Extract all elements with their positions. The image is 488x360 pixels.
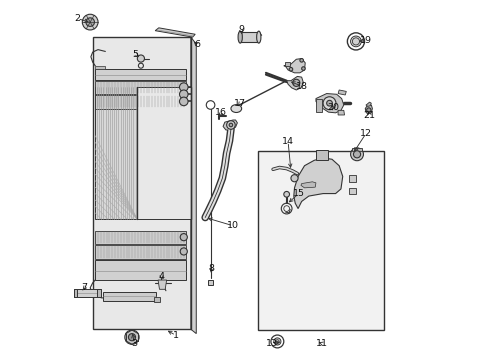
Polygon shape xyxy=(155,28,195,37)
Bar xyxy=(240,32,258,42)
Polygon shape xyxy=(337,111,344,115)
Text: 4: 4 xyxy=(158,272,164,281)
Circle shape xyxy=(179,97,188,106)
Bar xyxy=(137,87,190,219)
Text: 14: 14 xyxy=(282,137,293,146)
Circle shape xyxy=(179,83,188,91)
Circle shape xyxy=(366,108,370,112)
Bar xyxy=(97,289,101,297)
Text: 1: 1 xyxy=(173,331,179,340)
Circle shape xyxy=(86,18,94,26)
Circle shape xyxy=(353,151,360,158)
Circle shape xyxy=(350,148,363,161)
Ellipse shape xyxy=(256,31,261,43)
Bar xyxy=(95,81,186,94)
Bar xyxy=(208,201,212,208)
Polygon shape xyxy=(300,182,315,188)
Text: 20: 20 xyxy=(326,103,338,112)
Bar xyxy=(351,148,362,151)
Circle shape xyxy=(124,330,139,344)
Polygon shape xyxy=(315,94,343,113)
Text: 11: 11 xyxy=(316,339,328,348)
Text: 15: 15 xyxy=(292,189,304,198)
Circle shape xyxy=(137,55,144,62)
Polygon shape xyxy=(95,66,105,69)
Circle shape xyxy=(179,90,188,99)
Circle shape xyxy=(350,36,361,47)
Bar xyxy=(95,260,186,280)
Circle shape xyxy=(275,340,279,343)
Text: 17: 17 xyxy=(234,99,246,108)
Text: 7: 7 xyxy=(81,283,87,292)
Circle shape xyxy=(283,192,289,197)
Bar xyxy=(95,87,137,219)
Polygon shape xyxy=(283,59,305,73)
Bar xyxy=(95,231,186,244)
Bar xyxy=(74,289,77,297)
Circle shape xyxy=(288,67,292,71)
Bar xyxy=(348,175,355,182)
Polygon shape xyxy=(365,105,372,114)
Text: 3: 3 xyxy=(131,339,137,348)
Circle shape xyxy=(128,334,135,341)
Polygon shape xyxy=(286,76,303,90)
Text: 18: 18 xyxy=(296,82,308,91)
Circle shape xyxy=(180,234,187,241)
Bar xyxy=(103,292,156,301)
Bar xyxy=(95,69,186,80)
Text: 2: 2 xyxy=(74,14,80,23)
Circle shape xyxy=(273,338,281,345)
Circle shape xyxy=(326,100,332,106)
Circle shape xyxy=(299,59,303,62)
Bar xyxy=(93,37,190,329)
Text: 5: 5 xyxy=(132,50,138,59)
Circle shape xyxy=(352,38,359,45)
Bar xyxy=(74,289,101,297)
Text: 21: 21 xyxy=(363,111,375,120)
Ellipse shape xyxy=(238,31,242,43)
Text: 9: 9 xyxy=(238,26,244,35)
Text: 8: 8 xyxy=(208,264,214,273)
Bar xyxy=(95,95,186,109)
Text: 12: 12 xyxy=(359,129,371,138)
Text: 16: 16 xyxy=(215,108,227,117)
Circle shape xyxy=(180,248,187,255)
Text: 13: 13 xyxy=(266,339,278,348)
Polygon shape xyxy=(365,102,370,107)
Polygon shape xyxy=(315,99,322,112)
Text: 6: 6 xyxy=(194,40,200,49)
Bar xyxy=(284,62,289,66)
Bar xyxy=(258,152,383,330)
Circle shape xyxy=(323,97,335,110)
Text: 10: 10 xyxy=(226,221,239,230)
Bar xyxy=(154,297,160,302)
Polygon shape xyxy=(223,120,237,130)
Polygon shape xyxy=(293,158,342,208)
Bar xyxy=(348,188,355,194)
Circle shape xyxy=(82,14,98,30)
Text: 19: 19 xyxy=(359,36,371,45)
Ellipse shape xyxy=(230,105,241,112)
Polygon shape xyxy=(190,37,196,334)
Circle shape xyxy=(292,79,299,86)
Circle shape xyxy=(229,123,232,127)
Bar xyxy=(208,280,212,285)
Circle shape xyxy=(301,67,305,70)
Bar xyxy=(315,150,328,160)
Circle shape xyxy=(226,121,235,129)
Bar xyxy=(95,245,186,258)
Polygon shape xyxy=(158,280,166,289)
Polygon shape xyxy=(337,90,346,95)
Circle shape xyxy=(290,175,298,182)
